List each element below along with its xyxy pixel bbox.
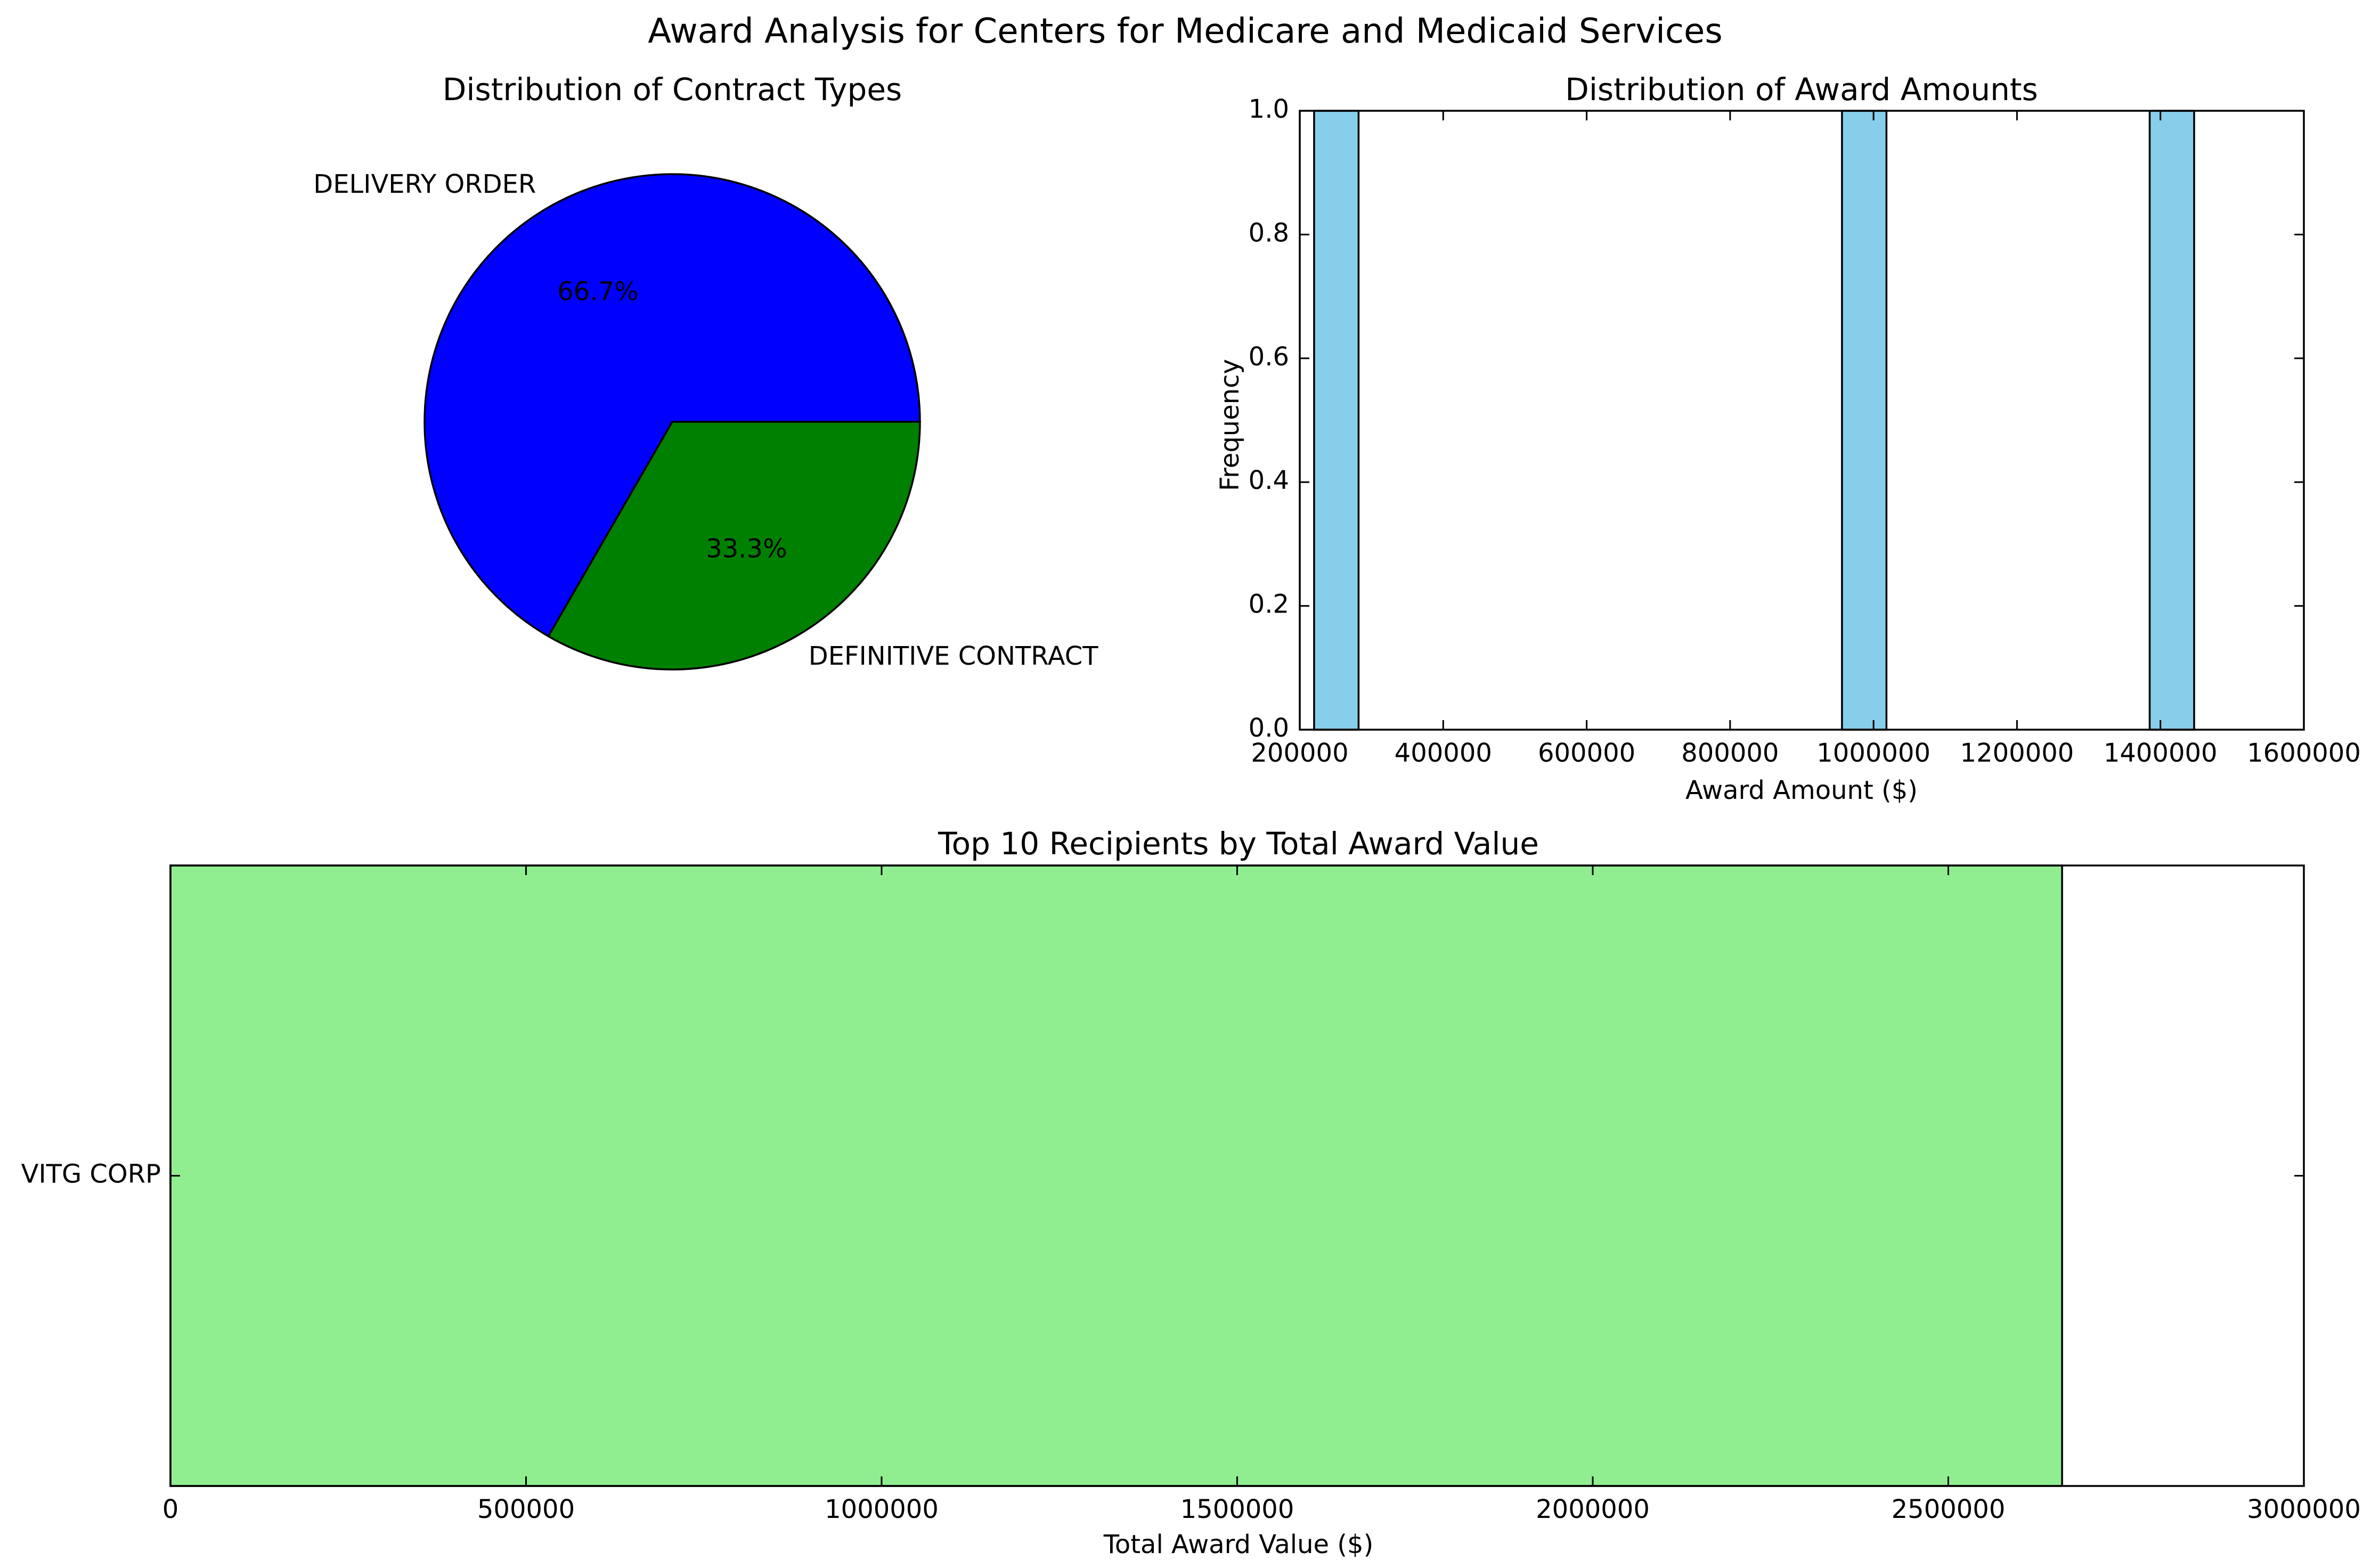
histogram-bar xyxy=(2148,110,2195,731)
histogram-ytick-label: 0.8 xyxy=(1249,218,1289,248)
histogram-xtick-label: 1400000 xyxy=(2104,738,2218,768)
histogram-ylabel: Frequency xyxy=(1215,359,1245,491)
pie-label-delivery-order: DELIVERY ORDER xyxy=(313,169,536,199)
recipients-xtick-label: 3000000 xyxy=(2247,1494,2361,1524)
recipients-xlabel: Total Award Value ($) xyxy=(1103,1530,1374,1559)
histogram-axes-frame xyxy=(1299,110,2305,731)
recipients-title: Top 10 Recipients by Total Award Value xyxy=(938,826,1539,862)
histogram-xtick-label: 1200000 xyxy=(1960,738,2074,768)
histogram-ytick-label: 0.4 xyxy=(1249,466,1289,495)
pie-slices: 66.7% DELIVERY ORDER 33.3% DEFINITIVE CONTR… xyxy=(313,169,1098,671)
histogram-xtick-label: 800000 xyxy=(1681,738,1779,768)
pie-percent-definitive-contract: 33.3% xyxy=(706,534,787,564)
histogram-xtick-label: 400000 xyxy=(1395,738,1492,768)
histogram-plot: 200000 400000 600000 800000 1000000 1200000 14… xyxy=(1249,94,2361,768)
pie-percent-delivery-order: 66.7% xyxy=(557,276,638,306)
recipient-bar xyxy=(169,864,2063,1487)
recipients-xtick-label: 0 xyxy=(162,1494,179,1524)
histogram-ytick-label: 0.2 xyxy=(1249,590,1289,619)
histogram-xtick-label: 200000 xyxy=(1251,738,1348,768)
histogram-bar xyxy=(1841,110,1888,731)
pie-slice-definitive-contract xyxy=(547,421,921,671)
recipients-xtick-label: 1500000 xyxy=(1180,1494,1294,1524)
pie-title: Distribution of Contract Types xyxy=(443,71,902,108)
histogram-panel: Distribution of Award Amounts 200000 4000… xyxy=(1215,71,2361,805)
histogram-title: Distribution of Award Amounts xyxy=(1565,71,2038,108)
histogram-xlabel: Award Amount ($) xyxy=(1685,775,1918,805)
figure-title: Award Analysis for Centers for Medicare … xyxy=(648,12,1723,51)
recipients-xtick-label: 500000 xyxy=(477,1494,575,1524)
histogram-bar xyxy=(1313,110,1360,731)
recipients-xtick-label: 2500000 xyxy=(1892,1494,2006,1524)
recipients-xtick-label: 2000000 xyxy=(1536,1494,1650,1524)
histogram-xtick-label: 600000 xyxy=(1538,738,1635,768)
histogram-ytick-label: 0.6 xyxy=(1249,342,1289,372)
histogram-xtick-label: 1600000 xyxy=(2247,738,2361,768)
recipients-panel: Top 10 Recipients by Total Award Value V… xyxy=(21,826,2361,1559)
histogram-ytick-label: 1.0 xyxy=(1249,94,1289,124)
pie-slice-delivery-order xyxy=(423,173,921,638)
histogram-ytick-label: 0.0 xyxy=(1249,713,1289,743)
pie-label-definitive-contract: DEFINITIVE CONTRACT xyxy=(809,641,1098,671)
recipients-plot: VITG CORP 0 500000 1000000 1500000 2000000 250… xyxy=(21,864,2361,1524)
histogram-xtick-label: 1000000 xyxy=(1816,738,1930,768)
recipient-label: VITG CORP xyxy=(21,1159,161,1189)
pie-panel: Distribution of Contract Types 66.7% DELI… xyxy=(313,71,1098,671)
recipients-xtick-label: 1000000 xyxy=(825,1494,939,1524)
